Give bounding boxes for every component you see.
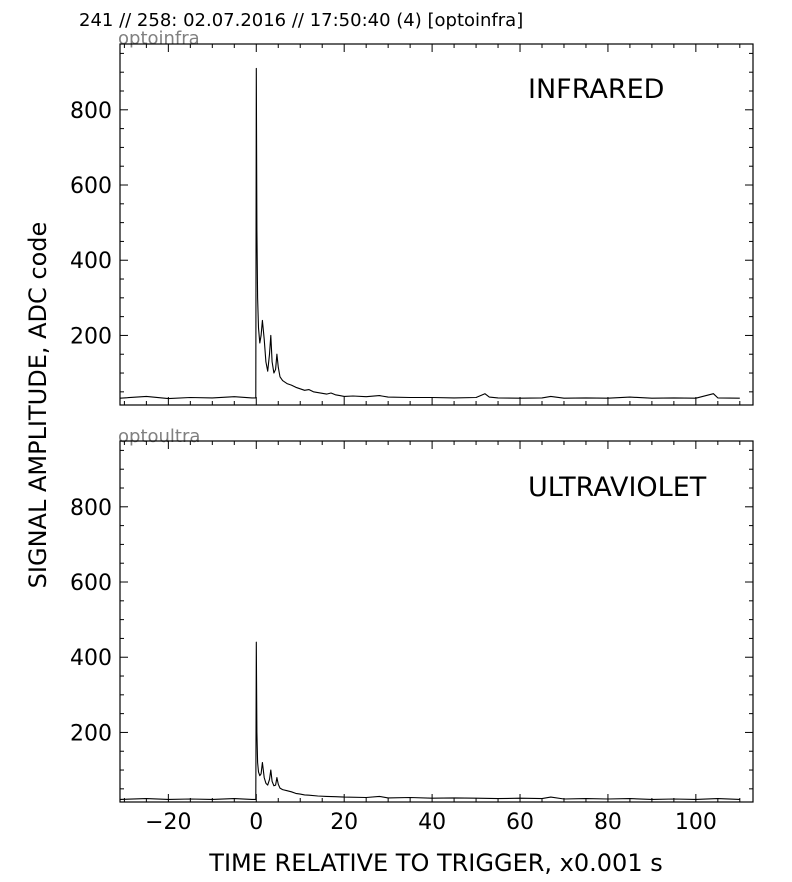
infrared-channel-label: INFRARED: [528, 74, 664, 105]
ultraviolet-panel: optoultra 200 400 600 800 −20 0 20 40 60 80 100 ULTR…: [70, 426, 754, 835]
infrared-y-tick-label: 800: [70, 99, 112, 124]
infrared-y-tick-label: 200: [70, 324, 112, 349]
ultraviolet-plot-frame: [119, 440, 754, 803]
ultraviolet-y-tick-label: 800: [70, 496, 112, 521]
x-tick-label: 40: [418, 810, 446, 835]
x-tick-label: −20: [145, 810, 191, 835]
x-tick-label: 20: [330, 810, 358, 835]
infrared-plot-frame: [119, 43, 754, 406]
ultraviolet-channel-label: ULTRAVIOLET: [528, 472, 707, 503]
ultraviolet-signal-trace: [119, 641, 740, 800]
ultraviolet-y-tick-label: 600: [70, 571, 112, 596]
x-tick-label: 0: [249, 810, 263, 835]
ultraviolet-y-tick-label: 400: [70, 646, 112, 671]
ultraviolet-panel-label: optoultra: [118, 426, 200, 447]
x-tick-label: 60: [506, 810, 534, 835]
x-tick-label: 100: [675, 810, 717, 835]
figure-title: 241 // 258: 02.07.2016 // 17:50:40 (4) […: [79, 10, 523, 31]
infrared-panel: optoinfra 200 400 600 800 INFRARED: [70, 28, 754, 406]
x-tick-label: 80: [594, 810, 622, 835]
ultraviolet-y-tick-label: 200: [70, 721, 112, 746]
x-axis-title: TIME RELATIVE TO TRIGGER, x0.001 s: [208, 849, 662, 877]
infrared-y-tick-label: 400: [70, 249, 112, 274]
y-axis-title: SIGNAL AMPLITUDE, ADC code: [24, 222, 52, 589]
infrared-panel-label: optoinfra: [118, 28, 200, 49]
infrared-signal-trace: [119, 67, 740, 400]
infrared-y-tick-label: 600: [70, 174, 112, 199]
